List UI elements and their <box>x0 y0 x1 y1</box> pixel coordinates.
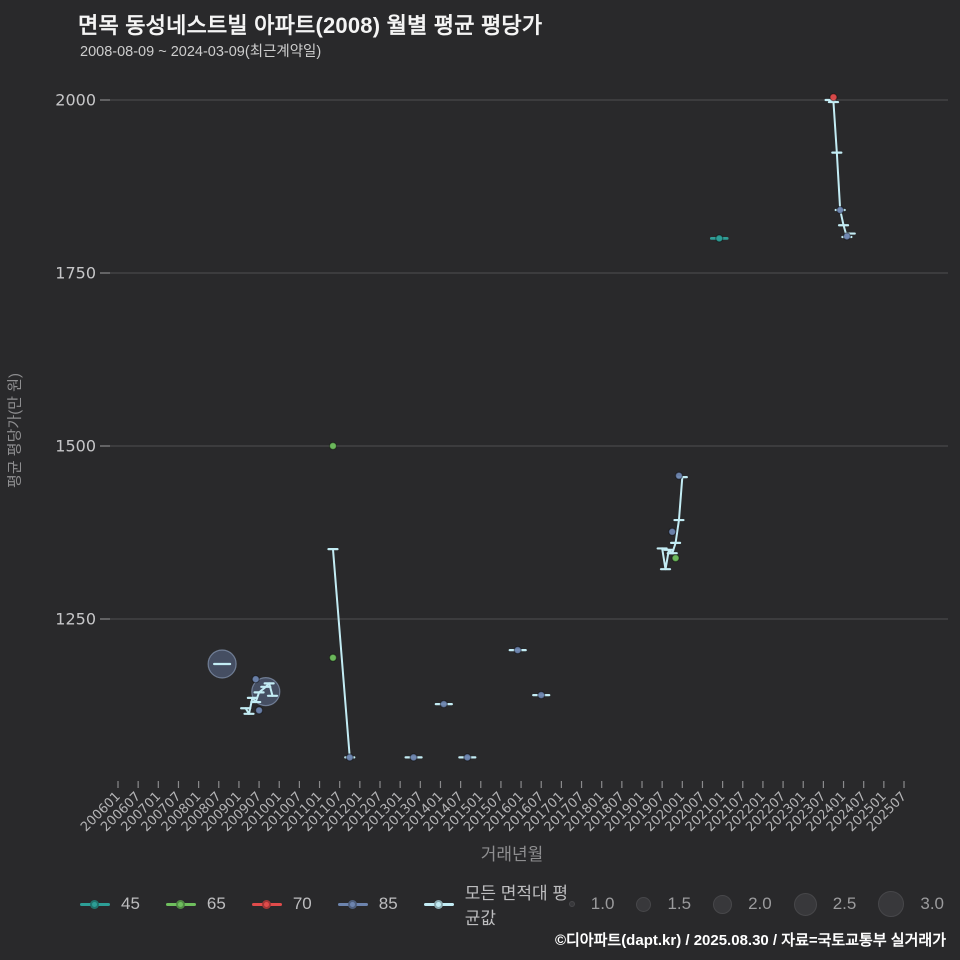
size-legend-label: 2.0 <box>748 894 772 913</box>
size-legend-item-2.0: 2.0 <box>713 894 772 914</box>
y-tick-label: 1500 <box>55 437 96 456</box>
size-legend-item-2.5: 2.5 <box>793 892 857 916</box>
series-legend: 45 65 70 85 모든 면적대 평균값 <box>80 879 569 929</box>
size-legend-circle-icon <box>636 896 652 912</box>
size-legend-item-1.5: 1.5 <box>636 894 691 914</box>
legend-label: 45 <box>121 894 140 913</box>
size-legend-circle-icon <box>878 891 905 917</box>
dot-85 <box>537 691 546 700</box>
size-legend-label: 3.0 <box>920 894 944 913</box>
size-legend-label: 1.5 <box>667 894 692 913</box>
dot-65 <box>328 441 338 451</box>
legend-swatch-icon <box>165 898 196 911</box>
size-legend-circle-icon <box>793 892 817 916</box>
legend-swatch-icon <box>251 898 282 911</box>
size-legend-label: 2.5 <box>832 894 857 913</box>
series-average-line <box>213 98 856 759</box>
y-tick-label: 1250 <box>55 610 96 629</box>
size-legend-label: 1.0 <box>590 894 615 913</box>
dot-70 <box>829 93 838 102</box>
legend-item-모든 면적대 평균값[interactable]: 모든 면적대 평균값 <box>423 879 569 929</box>
dot-85 <box>409 753 418 762</box>
page-subtitle: 2008-08-09 ~ 2024-03-09(최근계약일) <box>80 44 322 60</box>
dot-85 <box>254 706 264 715</box>
page-title: 면목 동성네스트빌 아파트(2008) 월별 평균 평당가 <box>78 13 543 38</box>
dot-85 <box>345 753 354 762</box>
legend-label: 70 <box>292 894 312 913</box>
series-bubbles <box>207 649 281 707</box>
dot-85 <box>513 646 522 655</box>
x-axis-title: 거래년월 <box>480 845 544 864</box>
dot-85 <box>674 471 684 480</box>
dot-65 <box>671 554 680 563</box>
legend-swatch-icon <box>423 898 454 911</box>
size-legend-item-3.0: 3.0 <box>878 891 944 917</box>
dot-85 <box>836 205 845 215</box>
series-markers <box>251 93 852 762</box>
dot-85 <box>251 675 260 684</box>
bubble-85 <box>251 677 281 707</box>
legend-swatch-icon <box>337 898 368 911</box>
dot-85 <box>439 700 448 709</box>
x-axis-ticks: 2006012006072007012007072008012008072009… <box>78 781 910 835</box>
legend-item-65[interactable]: 65 <box>165 894 226 914</box>
legend-item-70[interactable]: 70 <box>251 894 312 914</box>
legend-label: 모든 면적대 평균값 <box>464 884 568 928</box>
legend-swatch-icon <box>80 898 110 911</box>
dot-85 <box>842 232 852 241</box>
dot-65 <box>328 653 338 662</box>
y-tick-label: 1750 <box>55 264 96 283</box>
legend: 45 65 70 85 모든 면적대 평균값 1.0 1.5 2.0 2.5 3.0 <box>80 884 944 928</box>
footer-credit: ©디아파트(dapt.kr) / 2025.08.30 / 자료=국토교통부 실… <box>554 932 946 949</box>
dot-85 <box>668 527 677 536</box>
size-legend-circle-icon <box>713 894 733 914</box>
legend-item-45[interactable]: 45 <box>80 894 140 914</box>
legend-label: 65 <box>206 894 226 913</box>
dot-45 <box>715 234 724 243</box>
size-legend-circle-icon <box>568 901 575 907</box>
legend-label: 85 <box>378 894 398 913</box>
size-legend-item-1.0: 1.0 <box>568 894 615 914</box>
y-tick-label: 2000 <box>55 91 96 110</box>
gridlines: 1250 1500 1750 2000 <box>55 91 948 629</box>
dot-85 <box>463 753 472 762</box>
size-legend: 1.0 1.5 2.0 2.5 3.0 <box>568 891 944 917</box>
y-axis-title: 평균 평당가(만 원) <box>6 373 24 488</box>
legend-item-85[interactable]: 85 <box>337 894 398 914</box>
